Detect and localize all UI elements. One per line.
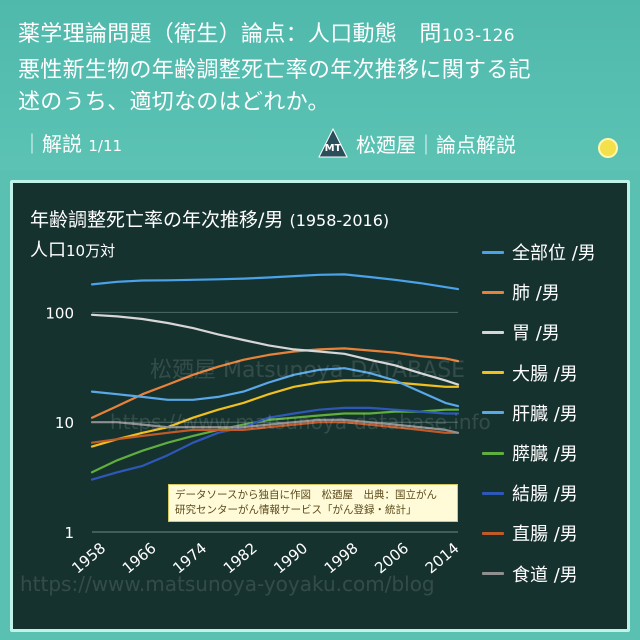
x-tick-label: 1990 — [270, 539, 311, 577]
question-text-line1: 悪性新生物の年齢調整死亡率の年次推移に関する記 — [18, 58, 531, 83]
svg-text:MT: MT — [325, 143, 342, 154]
y-tick-label: 1 — [64, 524, 74, 542]
question-header: 薬学理論問題（衛生）論点：人口動態 問103-126 悪性新生物の年齢調整死亡率… — [0, 0, 640, 170]
x-tick-label: 1998 — [321, 539, 362, 577]
series-line — [90, 313, 460, 386]
series-line — [90, 421, 460, 444]
legend-item: 食道 /男 — [482, 554, 632, 594]
series-line — [90, 418, 460, 434]
brand-label: 松廼屋｜論点解説 — [356, 132, 516, 157]
series-line — [90, 347, 460, 419]
legend-swatch — [482, 491, 504, 495]
legend-swatch — [482, 330, 504, 334]
legend-label: 直腸 /男 — [512, 524, 578, 546]
legend-swatch — [482, 250, 504, 254]
legend-label: 大腸 /男 — [512, 363, 578, 385]
question-number: 103-126 — [441, 26, 515, 46]
chart-title: 年齢調整死亡率の年次推移/男 (1958-2016) — [30, 209, 390, 231]
legend-label: 肝臓 /男 — [512, 403, 578, 425]
x-tick-label: 1958 — [68, 539, 109, 577]
x-tick-label: 1974 — [169, 539, 210, 577]
chart-frame — [10, 180, 630, 632]
legend-swatch — [482, 371, 504, 375]
legend-swatch — [482, 451, 504, 455]
legend-item: 胃 /男 — [482, 312, 632, 352]
legend-label: 肺 /男 — [512, 283, 560, 305]
commentary-label: ｜解説 1/11 — [22, 132, 123, 156]
y-axis-label: 人口10万対 — [30, 240, 116, 261]
legend-item: 肺 /男 — [482, 272, 632, 312]
legend-item: 肝臓 /男 — [482, 393, 632, 433]
mt-logo-icon: MT — [318, 128, 348, 158]
brand-block: MT 松廼屋｜論点解説 — [318, 128, 516, 158]
source-annotation-line1: データソースから独自に作図 松廼屋 出典：国立がん — [175, 489, 437, 501]
status-dot-icon — [598, 138, 618, 158]
legend-item: 膵臓 /男 — [482, 433, 632, 473]
legend-item: 大腸 /男 — [482, 353, 632, 393]
y-axis-unit: 10万対 — [66, 242, 116, 260]
chart-title-range: (1958-2016) — [289, 211, 390, 230]
series-line — [90, 367, 460, 408]
legend-label: 胃 /男 — [512, 323, 560, 345]
y-tick-label: 10 — [55, 414, 74, 432]
legend-label: 結腸 /男 — [512, 484, 578, 506]
legend-swatch — [482, 531, 504, 535]
x-tick-label: 1966 — [119, 539, 160, 577]
question-title: 薬学理論問題（衛生）論点：人口動態 問103-126 — [18, 22, 515, 47]
series-line — [90, 379, 460, 448]
legend-swatch — [482, 411, 504, 415]
question-text-line2: 述のうち、適切なのはどれか。 — [18, 90, 330, 115]
x-tick-label: 2014 — [422, 539, 463, 577]
legend-label: 食道 /男 — [512, 564, 578, 586]
series-line — [90, 273, 460, 291]
legend-item: 直腸 /男 — [482, 513, 632, 553]
commentary-page: 1/11 — [88, 137, 123, 155]
legend-swatch — [482, 290, 504, 294]
x-tick-label: 1982 — [220, 539, 261, 577]
series-line — [90, 406, 460, 481]
legend-item: 結腸 /男 — [482, 473, 632, 513]
legend-item: 全部位 /男 — [482, 232, 632, 272]
source-annotation-line2: 研究センターがん情報サービス「がん登録・統計」 — [175, 504, 417, 516]
legend-label: 膵臓 /男 — [512, 444, 578, 466]
y-tick-label: 100 — [45, 304, 74, 322]
legend-swatch — [482, 572, 504, 576]
legend-label: 全部位 /男 — [512, 243, 596, 265]
source-annotation: データソースから独自に作図 松廼屋 出典：国立がん 研究センターがん情報サービス… — [168, 484, 458, 522]
x-tick-label: 2006 — [371, 539, 412, 577]
chart-legend: 全部位 /男肺 /男胃 /男大腸 /男肝臓 /男膵臓 /男結腸 /男直腸 /男食… — [482, 232, 632, 594]
